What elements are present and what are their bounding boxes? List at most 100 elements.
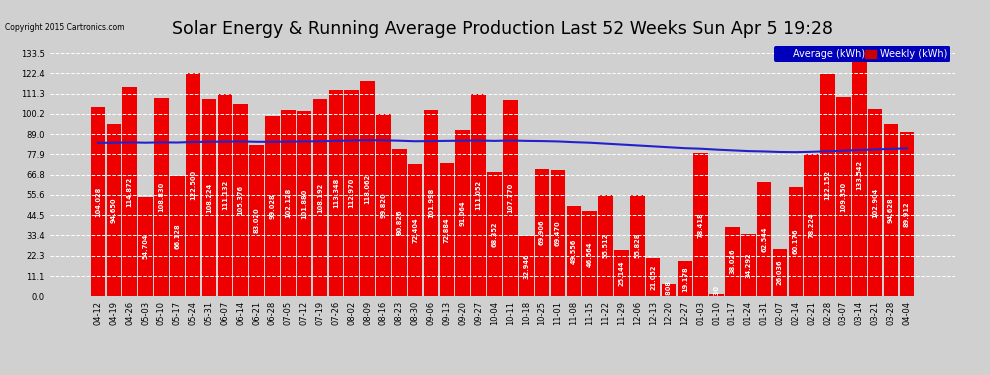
Text: 94.650: 94.650 <box>111 197 117 223</box>
Bar <box>218 94 232 296</box>
Text: 91.064: 91.064 <box>459 201 465 226</box>
Bar <box>645 258 660 296</box>
Text: 55.512: 55.512 <box>603 233 609 258</box>
Text: 101.998: 101.998 <box>428 188 434 219</box>
Bar <box>677 261 692 296</box>
Bar <box>455 130 470 296</box>
Text: 1.030: 1.030 <box>714 285 720 306</box>
Bar <box>471 94 486 296</box>
Text: 26.036: 26.036 <box>777 260 783 285</box>
Bar <box>249 145 264 296</box>
Text: 6.808: 6.808 <box>666 279 672 300</box>
Bar <box>139 196 152 296</box>
Bar <box>234 104 248 296</box>
Bar <box>408 164 423 296</box>
Bar <box>392 149 407 296</box>
Text: 54.704: 54.704 <box>143 234 148 259</box>
Bar <box>614 251 629 296</box>
Text: 104.028: 104.028 <box>95 186 101 217</box>
Text: 107.770: 107.770 <box>507 183 514 213</box>
Bar <box>91 107 105 296</box>
Bar <box>440 164 454 296</box>
Text: 83.020: 83.020 <box>253 208 259 234</box>
Text: 72.884: 72.884 <box>444 217 449 243</box>
Bar <box>837 97 850 296</box>
Text: 38.026: 38.026 <box>730 249 736 274</box>
Bar <box>852 53 866 296</box>
Text: 109.350: 109.350 <box>841 182 846 212</box>
Text: 69.906: 69.906 <box>540 220 545 245</box>
Text: 55.828: 55.828 <box>635 233 641 258</box>
Bar <box>805 154 819 296</box>
Text: 111.132: 111.132 <box>222 180 228 210</box>
Text: 62.544: 62.544 <box>761 226 767 252</box>
Text: 78.224: 78.224 <box>809 212 815 238</box>
Text: 80.826: 80.826 <box>396 210 402 236</box>
Text: 114.872: 114.872 <box>127 177 133 207</box>
Text: 60.176: 60.176 <box>793 229 799 254</box>
Bar <box>756 182 771 296</box>
Text: 32.946: 32.946 <box>524 254 530 279</box>
Text: 99.028: 99.028 <box>269 193 275 219</box>
Bar <box>424 111 439 296</box>
Bar <box>630 195 644 296</box>
Bar <box>202 99 216 296</box>
Text: 101.880: 101.880 <box>301 188 307 219</box>
Bar <box>360 81 375 296</box>
Text: 34.292: 34.292 <box>745 252 751 278</box>
Bar <box>487 172 502 296</box>
Bar <box>297 111 312 296</box>
Text: 69.470: 69.470 <box>555 220 561 246</box>
Text: 25.144: 25.144 <box>619 261 625 286</box>
Bar <box>741 234 755 296</box>
Text: 113.348: 113.348 <box>333 178 339 208</box>
Bar <box>773 249 787 296</box>
Text: 102.904: 102.904 <box>872 188 878 218</box>
Text: 105.376: 105.376 <box>238 185 244 215</box>
Bar <box>789 187 803 296</box>
Text: 133.542: 133.542 <box>856 160 862 190</box>
Bar <box>900 132 914 296</box>
Bar <box>345 90 359 296</box>
Text: 94.628: 94.628 <box>888 197 894 223</box>
Text: 122.152: 122.152 <box>825 170 831 200</box>
Text: 72.404: 72.404 <box>412 217 418 243</box>
Bar <box>550 170 565 296</box>
Bar <box>661 284 676 296</box>
Bar <box>582 211 597 296</box>
Bar <box>170 176 184 296</box>
Bar <box>503 100 518 296</box>
Bar <box>154 98 168 296</box>
Bar <box>725 227 740 296</box>
Bar <box>519 236 534 296</box>
Text: 21.052: 21.052 <box>650 264 656 290</box>
Bar <box>821 74 835 296</box>
Title: Solar Energy & Running Average Production Last 52 Weeks Sun Apr 5 19:28: Solar Energy & Running Average Productio… <box>172 20 833 38</box>
Bar <box>376 114 391 296</box>
Bar <box>329 90 344 296</box>
Text: 111.052: 111.052 <box>475 180 481 210</box>
Bar <box>693 153 708 296</box>
Text: 78.418: 78.418 <box>698 212 704 238</box>
Text: 46.564: 46.564 <box>587 241 593 267</box>
Bar <box>265 116 280 296</box>
Bar <box>884 124 898 296</box>
Text: 118.062: 118.062 <box>364 174 370 204</box>
Text: 108.224: 108.224 <box>206 183 212 213</box>
Text: 99.820: 99.820 <box>380 192 386 218</box>
Bar <box>186 73 200 296</box>
Text: 108.192: 108.192 <box>317 183 323 213</box>
Bar <box>313 99 328 296</box>
Text: 122.500: 122.500 <box>190 170 196 200</box>
Text: 66.128: 66.128 <box>174 223 180 249</box>
Text: 68.352: 68.352 <box>491 221 498 247</box>
Bar <box>598 195 613 296</box>
Bar <box>868 109 882 296</box>
Text: 108.830: 108.830 <box>158 182 164 212</box>
Bar <box>123 87 137 296</box>
Bar <box>709 294 724 296</box>
Text: 19.178: 19.178 <box>682 266 688 292</box>
Bar <box>107 124 121 296</box>
Legend: Average (kWh), Weekly (kWh): Average (kWh), Weekly (kWh) <box>774 46 950 62</box>
Text: 89.912: 89.912 <box>904 201 910 227</box>
